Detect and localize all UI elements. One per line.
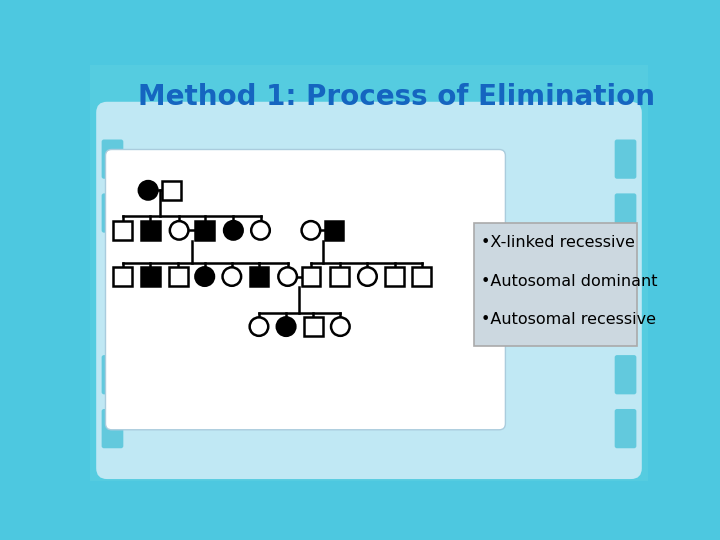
Bar — [162, 181, 181, 200]
FancyBboxPatch shape — [102, 409, 123, 448]
Bar — [195, 221, 214, 240]
Bar — [413, 267, 431, 286]
Circle shape — [302, 221, 320, 240]
Circle shape — [139, 181, 158, 200]
FancyBboxPatch shape — [96, 102, 642, 479]
FancyBboxPatch shape — [615, 193, 636, 233]
Text: •Autosomal recessive: •Autosomal recessive — [481, 312, 656, 327]
Circle shape — [170, 221, 189, 240]
Bar — [474, 222, 637, 346]
Bar — [169, 267, 188, 286]
FancyBboxPatch shape — [87, 62, 651, 484]
Circle shape — [224, 221, 243, 240]
Circle shape — [279, 267, 297, 286]
Circle shape — [250, 318, 269, 336]
FancyBboxPatch shape — [102, 193, 123, 233]
Bar — [330, 267, 349, 286]
Bar — [141, 267, 160, 286]
Circle shape — [195, 267, 214, 286]
Bar — [304, 318, 323, 336]
Text: Method 1: Process of Elimination: Method 1: Process of Elimination — [138, 83, 655, 111]
Circle shape — [331, 318, 350, 336]
Bar — [250, 267, 269, 286]
Bar — [385, 267, 404, 286]
Bar — [302, 267, 320, 286]
FancyBboxPatch shape — [615, 355, 636, 394]
Circle shape — [358, 267, 377, 286]
FancyBboxPatch shape — [102, 139, 123, 179]
FancyBboxPatch shape — [615, 139, 636, 179]
Bar — [141, 221, 160, 240]
Bar — [113, 267, 132, 286]
FancyBboxPatch shape — [106, 150, 505, 430]
Circle shape — [222, 267, 241, 286]
Circle shape — [251, 221, 270, 240]
Bar — [113, 221, 132, 240]
Circle shape — [276, 318, 295, 336]
FancyBboxPatch shape — [615, 409, 636, 448]
FancyBboxPatch shape — [102, 355, 123, 394]
Bar — [325, 221, 343, 240]
Text: •Autosomal dominant: •Autosomal dominant — [481, 274, 657, 289]
Text: •X-linked recessive: •X-linked recessive — [481, 235, 634, 250]
